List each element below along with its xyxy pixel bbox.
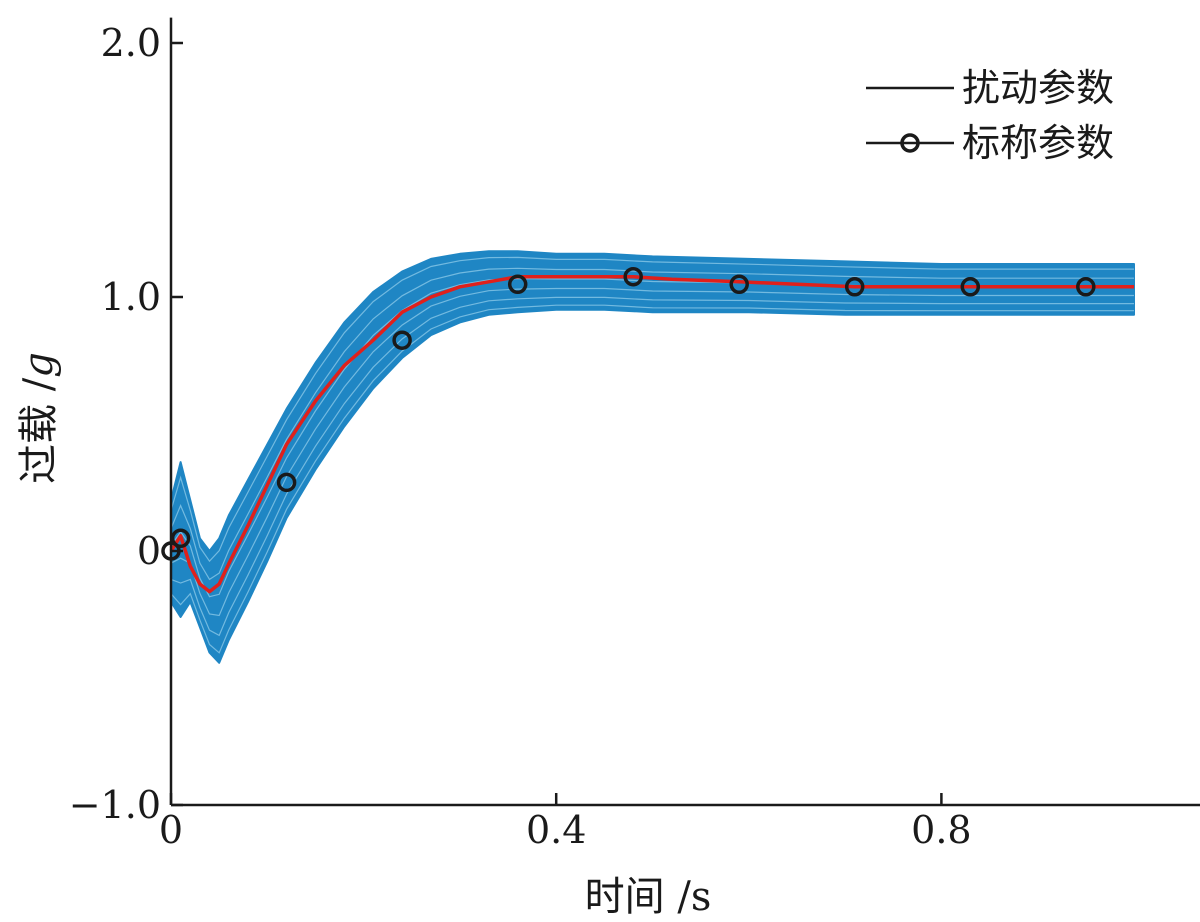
y-axis-title-main: 过载 / bbox=[16, 377, 62, 484]
perturbed-band bbox=[170, 250, 1135, 664]
plot-area bbox=[161, 250, 1135, 664]
axes bbox=[169, 17, 1200, 807]
y-tick-label: 0 bbox=[137, 529, 161, 573]
legend: 扰动参数 标称参数 bbox=[848, 55, 1168, 175]
y-axis-title-unit: g bbox=[16, 352, 62, 378]
legend-label-perturbed: 扰动参数 bbox=[962, 66, 1114, 110]
legend-entry-nominal: 标称参数 bbox=[866, 121, 1114, 165]
y-tick-label: −1.0 bbox=[69, 783, 161, 827]
nominal-marker bbox=[276, 472, 297, 493]
nominal-marker bbox=[170, 528, 191, 549]
ticks: −1.001.02.00 0.4 0.8 bbox=[69, 21, 972, 852]
perturbed-trace bbox=[170, 256, 1134, 563]
y-tick-label: 1.0 bbox=[101, 275, 161, 319]
nominal-line bbox=[169, 274, 1134, 594]
perturbed-trace bbox=[170, 287, 1134, 617]
y-tick-label: 2.0 bbox=[101, 21, 161, 65]
nominal-marker bbox=[507, 274, 528, 295]
perturbed-trace bbox=[170, 304, 1134, 654]
nominal-marker bbox=[729, 274, 749, 295]
perturbed-trace bbox=[170, 296, 1134, 637]
perturbed-trace bbox=[170, 267, 1134, 581]
x-tick-label: 0 bbox=[159, 808, 183, 852]
nominal-marker bbox=[1076, 277, 1096, 297]
x-tick-label: 0.4 bbox=[526, 808, 586, 852]
nominal-marker bbox=[844, 277, 865, 297]
legend-marker-nominal bbox=[900, 133, 920, 153]
legend-entry-perturbed: 扰动参数 bbox=[866, 66, 1114, 110]
x-tick-label: 0.8 bbox=[911, 808, 971, 852]
legend-box bbox=[848, 55, 1168, 175]
y-axis-title: 过载 /g bbox=[16, 352, 62, 484]
nominal-marker bbox=[392, 330, 412, 350]
legend-label-nominal: 标称参数 bbox=[962, 121, 1114, 165]
nominal-marker bbox=[623, 266, 643, 287]
x-axis-title: 时间 /s bbox=[585, 874, 712, 920]
nominal-marker bbox=[960, 277, 981, 297]
